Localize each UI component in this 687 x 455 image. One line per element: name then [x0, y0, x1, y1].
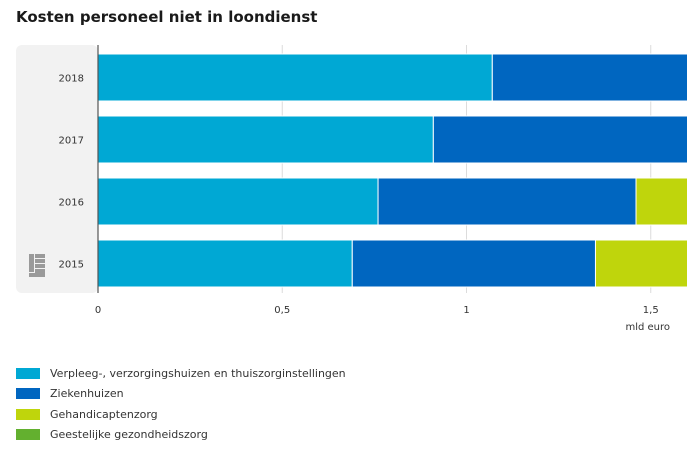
- legend-item: Gehandicaptenzorg: [16, 404, 346, 425]
- bar-2018-series-1: [97, 53, 493, 102]
- category-label-2015: 2015: [59, 260, 84, 271]
- legend-item: Verpleeg-, verzorgingshuizen en thuiszor…: [16, 363, 346, 384]
- cbs-logo-icon: [29, 254, 45, 277]
- legend-swatch: [16, 367, 40, 379]
- bar-2015-series-1: [97, 239, 353, 288]
- bar-2016-series-3: [635, 177, 687, 226]
- category-label-2016: 2016: [59, 198, 84, 209]
- legend-swatch: [16, 408, 40, 420]
- category-labels: 2018 2017 2016 2015: [59, 74, 84, 271]
- legend-label: Verpleeg-, verzorgingshuizen en thuiszor…: [50, 366, 346, 380]
- legend-item: Geestelijke gezondheidszorg: [16, 425, 346, 446]
- legend: Verpleeg-, verzorgingshuizen en thuiszor…: [16, 363, 346, 445]
- x-axis-unit-label: mld euro: [625, 322, 670, 333]
- legend-swatch: [16, 388, 40, 400]
- x-tick-label: 0: [95, 305, 101, 316]
- x-tick-labels: 00,511,522,53: [95, 305, 659, 316]
- bar-2016-series-1: [97, 177, 379, 226]
- x-tick-label: 1: [463, 305, 469, 316]
- logo-part: [29, 254, 34, 272]
- legend-swatch: [16, 429, 40, 441]
- bar-2017-series-1: [97, 115, 434, 164]
- logo-part: [35, 259, 45, 263]
- logo-part: [35, 264, 45, 268]
- bar-2015-series-2: [351, 239, 596, 288]
- category-label-2018: 2018: [59, 74, 84, 85]
- bars: [97, 53, 687, 288]
- page-title: Kosten personeel niet in loondienst: [16, 8, 318, 26]
- logo-part: [35, 254, 45, 258]
- x-tick-label: 0,5: [274, 305, 290, 316]
- x-tick-label: 1,5: [643, 305, 659, 316]
- bar-2018-series-2: [491, 53, 687, 102]
- logo-part: [29, 273, 45, 277]
- legend-label: Geestelijke gezondheidszorg: [50, 428, 208, 442]
- bar-2017-series-2: [432, 115, 687, 164]
- legend-label: Gehandicaptenzorg: [50, 407, 158, 421]
- legend-label: Ziekenhuizen: [50, 387, 124, 401]
- legend-item: Ziekenhuizen: [16, 384, 346, 405]
- bar-2016-series-2: [377, 177, 637, 226]
- logo-part: [35, 269, 45, 273]
- category-label-2017: 2017: [59, 136, 84, 147]
- bar-2015-series-3: [594, 239, 687, 288]
- category-panel: [16, 45, 98, 293]
